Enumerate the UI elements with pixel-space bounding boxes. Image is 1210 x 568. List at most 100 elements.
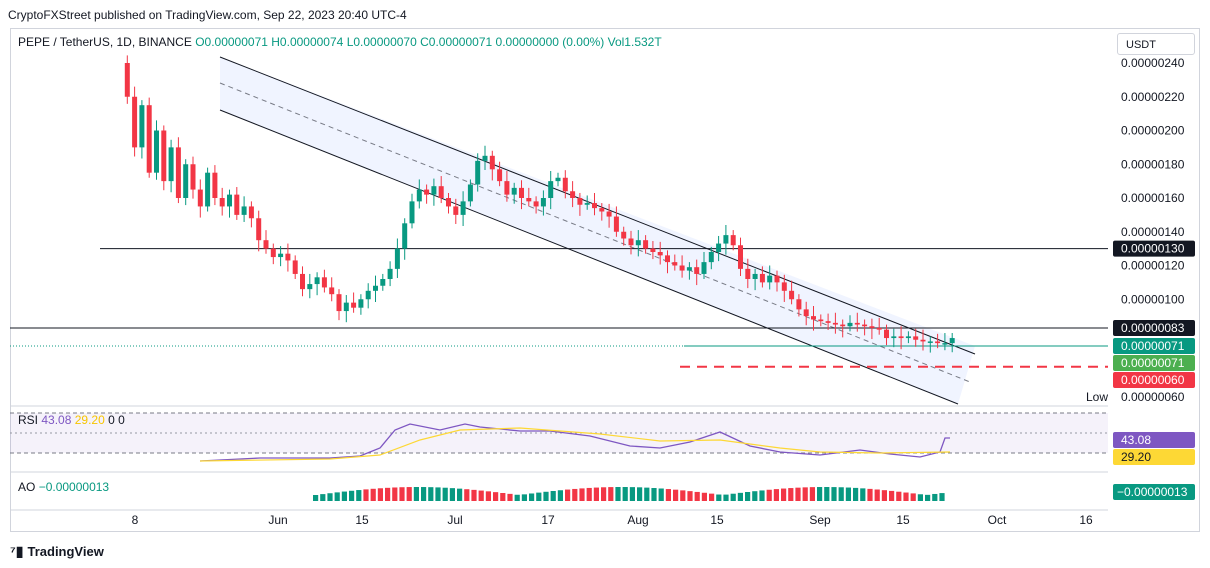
candle-body — [686, 267, 692, 271]
candle-body — [504, 181, 510, 195]
candle-body — [300, 273, 305, 290]
candle-body — [577, 198, 583, 205]
price-labels: 0.00000130 0.00000083 0.00000071 0.00000071… — [1086, 240, 1195, 404]
green-price-label-box — [1113, 355, 1195, 371]
candle-body — [373, 285, 378, 291]
ao-bar — [831, 487, 837, 501]
candle-body — [227, 194, 232, 207]
candle-body — [519, 187, 524, 198]
candle-body — [292, 260, 298, 274]
ao-bar — [773, 489, 779, 501]
tradingview-icon: ⁷▮ — [10, 543, 24, 559]
ao-bar — [521, 494, 527, 501]
candle-body — [343, 302, 349, 312]
price-tick-label: 0.00000100 — [1121, 292, 1185, 306]
ao-bar — [694, 491, 700, 501]
ao-bar — [795, 487, 801, 501]
ao-bar — [485, 491, 491, 501]
candle-body — [402, 223, 408, 249]
ao-bar — [853, 487, 859, 501]
ao-bar — [874, 489, 880, 501]
candle-body — [489, 155, 495, 170]
candle-body — [672, 262, 678, 266]
candle-body — [570, 191, 576, 198]
ohlc-change: 0.00000000 (0.00%) — [495, 35, 605, 49]
price-axis[interactable]: 0.00000240 0.00000220 0.00000200 0.00000180… — [1121, 56, 1185, 306]
rsi-ma-line — [199, 427, 951, 462]
ao-bar — [651, 488, 657, 501]
red-price-label: 0.00000060 — [1121, 373, 1185, 387]
descending-channel[interactable] — [219, 56, 976, 405]
rsi-name: RSI — [18, 413, 39, 427]
ao-legend: AO −0.00000013 — [18, 480, 109, 494]
candle-body — [679, 265, 685, 271]
candle-body — [606, 211, 612, 217]
ao-bar — [392, 487, 398, 501]
candle-body — [394, 248, 400, 269]
candle-body — [657, 252, 663, 256]
ao-bar — [644, 487, 650, 501]
ao-bar — [320, 494, 326, 501]
ao-bar — [838, 487, 844, 501]
ao-bar — [665, 489, 671, 501]
candle-body — [905, 336, 911, 339]
ao-bar — [363, 489, 369, 501]
candle-body — [716, 243, 722, 252]
ao-bar — [356, 490, 362, 501]
candle-body — [533, 201, 539, 207]
candle-body — [935, 341, 941, 344]
ao-bar — [759, 490, 765, 501]
price-tick-label: 0.00000120 — [1121, 259, 1185, 273]
ao-bar — [572, 488, 578, 501]
candle-body — [212, 172, 218, 198]
ao-bar — [464, 489, 470, 501]
candle-body — [365, 290, 371, 300]
candle-body — [526, 198, 532, 202]
candle-body — [197, 189, 203, 207]
low-price-label: 0.00000060 — [1121, 390, 1185, 404]
ao-bar — [327, 493, 333, 501]
ao-bar — [421, 487, 427, 501]
ao-bar — [896, 491, 902, 501]
date-axis[interactable]: 8 Jun 15 Jul 17 Aug 15 Sep 15 Oct 16 — [10, 509, 1108, 527]
ao-bar — [622, 487, 628, 501]
ao-bar — [435, 487, 441, 501]
candle-body — [241, 206, 247, 215]
candle-body — [351, 302, 357, 308]
ao-bar — [341, 491, 347, 501]
ao-bar — [781, 488, 787, 501]
candle-body — [416, 189, 422, 202]
symbol-legend: PEPE / TetherUS, 1D, BINANCE O0.00000071… — [18, 35, 662, 49]
low-prefix: Low — [1086, 390, 1108, 404]
ao-bar — [457, 488, 463, 501]
price-tick-label: 0.00000240 — [1121, 56, 1185, 70]
ao-bar — [802, 487, 808, 501]
currency-button[interactable]: USDT — [1117, 33, 1195, 55]
ao-bar — [334, 492, 340, 501]
level-label-083: 0.00000083 — [1121, 321, 1185, 335]
candle-body — [555, 177, 561, 182]
channel-upper-line — [219, 56, 976, 355]
candle-body — [248, 206, 254, 219]
ao-bar — [629, 487, 635, 501]
ao-bar — [809, 487, 815, 501]
ao-bar — [593, 487, 599, 501]
ao-bar — [536, 492, 542, 501]
candle-body — [124, 63, 130, 97]
ao-bar — [637, 487, 643, 501]
ao-bar — [557, 490, 563, 501]
rsi-band-fill — [10, 413, 1108, 453]
candle-body — [723, 235, 729, 244]
ao-value-box — [1113, 484, 1195, 500]
ao-bar — [493, 492, 499, 501]
symbol-title[interactable]: PEPE / TetherUS, 1D, BINANCE — [18, 35, 192, 49]
candle-body — [599, 208, 605, 212]
candle-body — [358, 299, 364, 308]
rsi-legend: RSI 43.08 29.20 0 0 — [18, 413, 125, 427]
tradingview-logo[interactable]: ⁷▮ TradingView — [10, 543, 104, 560]
ao-bar — [737, 492, 743, 501]
candle-body — [278, 253, 284, 258]
ao-bar — [723, 494, 729, 501]
